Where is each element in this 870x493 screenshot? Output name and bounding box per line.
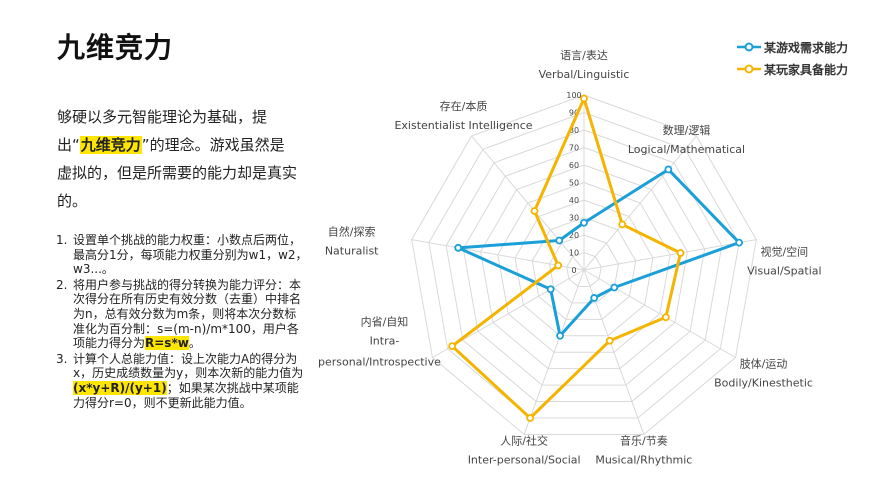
step-text-after: 。 bbox=[188, 336, 201, 351]
axis-label-zh: 肢体/运动 bbox=[740, 357, 788, 371]
series-point bbox=[526, 414, 535, 422]
tick-label: 20 bbox=[569, 231, 579, 240]
step-text-after: ；如果某次挑战中某项能力得分r=0，则不更新此能力值。 bbox=[73, 380, 299, 410]
series-line bbox=[450, 97, 683, 420]
legend-item-series1: 某游戏需求能力 bbox=[737, 36, 848, 58]
step-number: 3. bbox=[56, 351, 68, 366]
axis-label-en: Visual/Spatial bbox=[747, 265, 821, 278]
intro-text-after: ”的理念。游戏虽然是虚拟的，但是所需要的能力却是真实的。 bbox=[57, 136, 298, 210]
grid-spoke bbox=[583, 135, 697, 271]
step-item: 2. 将用户参与挑战的得分转换为能力评分：本次得分在所有历史有效分数（去重）中排… bbox=[56, 278, 308, 351]
tick-label: 50 bbox=[569, 179, 579, 188]
grid-ring bbox=[531, 216, 637, 320]
step-text: 计算个人总能力值：设上次能力A的得分为x，历史成绩数量为y，则本次新的能力值为 bbox=[73, 351, 304, 381]
tick-label: 30 bbox=[569, 214, 579, 223]
series-point bbox=[610, 283, 619, 292]
step-number: 2. bbox=[56, 277, 68, 292]
axis-label-en: Bodily/Kinesthetic bbox=[714, 377, 813, 390]
axis-label-zh: 存在/本质 bbox=[440, 99, 488, 113]
axis-label-zh: 语言/表达 bbox=[560, 48, 608, 62]
formula-highlight: R=s*w bbox=[145, 336, 189, 351]
legend-item-series2: 某玩家具备能力 bbox=[737, 58, 848, 80]
grid-spoke bbox=[583, 269, 736, 358]
grid-spoke bbox=[471, 135, 585, 271]
step-item: 3. 计算个人总能力值：设上次能力A的得分为x，历史成绩数量为y，则本次新的能力… bbox=[56, 352, 308, 410]
series-point bbox=[454, 243, 463, 252]
grid-ring bbox=[566, 251, 602, 287]
axis-label-zh: 人际/社交 bbox=[500, 433, 548, 447]
axis-label-zh: 内省/自知 bbox=[361, 315, 409, 329]
legend-label-series1: 某游戏需求能力 bbox=[764, 40, 849, 55]
grid-ring bbox=[428, 111, 740, 419]
series-line bbox=[456, 167, 741, 338]
step-item: 1. 设置单个挑战的能力权重：小数点后两位，最高分1分，每项能力权重分别为w1，… bbox=[56, 233, 308, 277]
axis-label-en: Logical/Mathematical bbox=[628, 143, 745, 156]
series-point bbox=[676, 249, 685, 257]
tick-label: 70 bbox=[569, 144, 579, 153]
series-point bbox=[554, 261, 563, 270]
axis-label-en: Existentialist Intelligence bbox=[394, 119, 532, 132]
tick-label: 90 bbox=[569, 109, 579, 118]
formula-highlight: (x*y+R)/(y+1) bbox=[73, 380, 167, 395]
step-text: 将用户参与挑战的得分转换为能力评分：本次得分在所有历史有效分数（去重）中排名为n… bbox=[73, 277, 302, 351]
grid-spoke bbox=[583, 239, 757, 271]
axis-label-zh: 音乐/节奏 bbox=[620, 433, 668, 447]
series-point bbox=[580, 94, 588, 103]
series-point bbox=[556, 331, 564, 340]
series-point bbox=[605, 336, 614, 345]
legend-label-series2: 某玩家具备能力 bbox=[764, 62, 849, 77]
grid-ring bbox=[514, 199, 654, 337]
series-point bbox=[618, 220, 627, 229]
axis-label-en: personal/Introspective bbox=[318, 356, 441, 369]
series-point bbox=[735, 238, 744, 247]
series-point bbox=[664, 165, 673, 174]
series-point bbox=[580, 218, 588, 227]
series-point bbox=[530, 207, 539, 215]
grid-ring bbox=[462, 146, 706, 386]
series-point bbox=[590, 294, 599, 302]
axis-label-zh: 自然/探索 bbox=[328, 225, 376, 239]
step-number: 1. bbox=[56, 233, 68, 247]
series-point bbox=[555, 236, 564, 245]
intro-paragraph: 够硬以多元智能理论为基础，提出“九维竞力”的理念。游戏虽然是虚拟的，但是所需要的… bbox=[57, 103, 297, 215]
series-point bbox=[661, 313, 670, 322]
legend-swatch-series2 bbox=[737, 64, 761, 74]
tick-label: 40 bbox=[569, 196, 579, 205]
axis-label-en: Musical/Rhythmic bbox=[595, 453, 692, 466]
grid-ring bbox=[497, 181, 671, 353]
axis-label-en: Verbal/Linguistic bbox=[539, 68, 630, 81]
steps-list: 1. 设置单个挑战的能力权重：小数点后两位，最高分1分，每项能力权重分别为w1，… bbox=[56, 233, 308, 411]
chart-legend: 某游戏需求能力 某玩家具备能力 bbox=[737, 36, 848, 80]
tick-label: 10 bbox=[569, 249, 579, 258]
grid-ring bbox=[549, 234, 619, 304]
axis-label-zh: 视觉/空间 bbox=[760, 245, 808, 259]
intro-highlight: 九维竞力 bbox=[79, 136, 142, 154]
grid-ring bbox=[445, 129, 723, 403]
page-title: 九维竞力 bbox=[57, 31, 174, 64]
tick-label: 100 bbox=[566, 91, 581, 100]
axis-label-en: Intra- bbox=[370, 335, 400, 348]
axis-label-en: Naturalist bbox=[325, 245, 379, 258]
axis-label-en: Inter-personal/Social bbox=[468, 453, 581, 466]
tick-label: 80 bbox=[569, 126, 579, 135]
grid-ring bbox=[411, 94, 757, 435]
grid-ring bbox=[480, 164, 688, 370]
step-text: 设置单个挑战的能力权重：小数点后两位，最高分1分，每项能力权重分别为w1，w2，… bbox=[73, 233, 308, 277]
tick-label: 60 bbox=[569, 161, 579, 170]
legend-swatch-series1 bbox=[737, 42, 761, 52]
series-point bbox=[546, 285, 555, 294]
intro-text-before: 够硬以多元智能理论为基础，提出“ bbox=[57, 108, 268, 154]
axis-label-zh: 数理/逻辑 bbox=[663, 123, 711, 137]
series-point bbox=[448, 342, 457, 351]
tick-label: 0 bbox=[571, 266, 576, 275]
grid-spoke bbox=[523, 269, 585, 435]
